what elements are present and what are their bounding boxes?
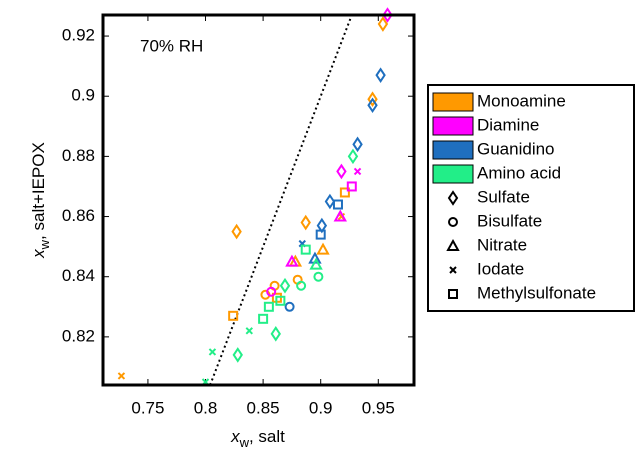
- x-tick-label: 0.85: [247, 398, 280, 417]
- legend-swatch: [432, 92, 474, 112]
- marker-diamond: [377, 16, 389, 32]
- marker-triangle: [446, 238, 460, 251]
- marker-circle: [266, 286, 277, 297]
- marker-diamond: [375, 67, 386, 83]
- y-tick-label: 0.92: [62, 26, 95, 45]
- marker-diamond: [447, 190, 459, 206]
- marker-diamond: [232, 347, 243, 363]
- legend-label: Guanidino: [477, 139, 555, 158]
- marker-circle: [448, 217, 458, 227]
- marker-diamond: [367, 91, 378, 108]
- x-tick-label: 0.75: [131, 398, 164, 417]
- marker-square: [346, 181, 357, 192]
- legend-label: Methylsulfonate: [477, 283, 596, 302]
- marker-x: [353, 167, 362, 176]
- marker-x: [245, 327, 253, 335]
- marker-square: [339, 187, 350, 198]
- marker-diamond: [324, 193, 336, 210]
- x-label-text: , salt: [249, 427, 285, 446]
- marker-diamond: [231, 223, 242, 240]
- annotation: 70% RH: [140, 36, 203, 55]
- marker-diamond: [352, 136, 363, 153]
- x-tick-label: 0.95: [362, 398, 395, 417]
- x-tick-label: 0.9: [309, 398, 333, 417]
- y-tick-label: 0.82: [62, 326, 95, 345]
- x-tick-label: 0.8: [194, 398, 218, 417]
- legend-label: Monoamine: [477, 91, 566, 110]
- legend-label: Diamine: [477, 115, 539, 134]
- marker-square: [332, 199, 343, 210]
- marker-triangle: [309, 257, 323, 270]
- legend-label: Amino acid: [477, 163, 561, 182]
- marker-square: [448, 289, 458, 299]
- y-tick-label: 0.9: [71, 86, 95, 105]
- marker-square: [263, 301, 274, 312]
- legend-swatch: [432, 164, 474, 184]
- marker-x: [208, 348, 217, 356]
- marker-x: [449, 266, 457, 274]
- legend-swatch: [432, 140, 474, 160]
- marker-square: [258, 313, 269, 324]
- legend-label: Iodate: [477, 259, 524, 278]
- identity-line: [209, 14, 353, 386]
- legend-label: Bisulfate: [477, 211, 542, 230]
- marker-circle: [284, 301, 295, 312]
- x-label-var: x: [230, 427, 240, 446]
- y-tick-label: 0.86: [62, 206, 95, 225]
- marker-diamond: [336, 163, 347, 180]
- marker-square: [315, 229, 326, 240]
- marker-triangle: [285, 254, 299, 267]
- y-label-var: x: [29, 249, 48, 259]
- legend-label: Sulfate: [477, 187, 530, 206]
- legend-swatch: [432, 116, 474, 136]
- marker-x: [117, 372, 126, 380]
- marker-circle: [296, 280, 307, 291]
- marker-square: [275, 295, 286, 306]
- y-tick-label: 0.88: [62, 146, 95, 165]
- plot-frame: [101, 13, 416, 387]
- x-label-sub: w: [239, 435, 250, 450]
- legend-label: Nitrate: [477, 235, 527, 254]
- marker-square: [300, 244, 311, 255]
- marker-diamond: [347, 148, 359, 165]
- marker-diamond: [367, 97, 378, 114]
- y-label-sub: w: [37, 239, 52, 250]
- marker-diamond: [382, 7, 393, 23]
- marker-circle: [313, 271, 324, 282]
- y-axis-label: xw, salt+IEPOX: [29, 142, 52, 259]
- marker-square: [228, 310, 239, 321]
- y-tick-label: 0.84: [62, 266, 95, 285]
- marker-diamond: [279, 277, 291, 294]
- marker-triangle: [333, 209, 347, 222]
- x-axis-label: xw, salt: [230, 427, 285, 450]
- marker-diamond: [300, 214, 311, 231]
- marker-diamond: [270, 326, 281, 342]
- y-label-text: , salt+IEPOX: [29, 142, 48, 240]
- marker-triangle: [316, 242, 330, 255]
